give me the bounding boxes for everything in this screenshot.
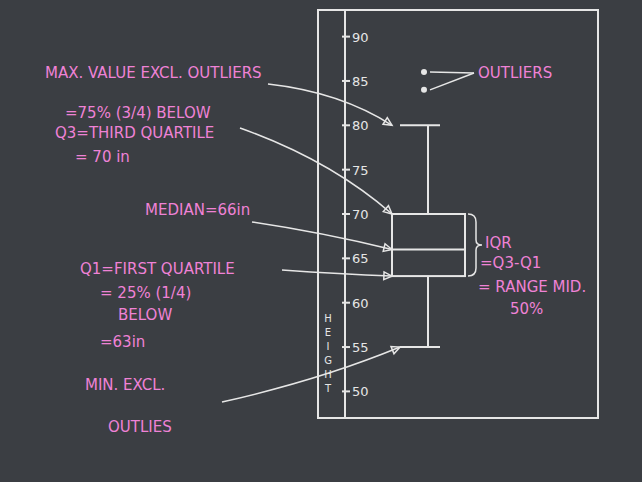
y-axis-label-letter: T: [324, 383, 332, 394]
y-tick: [342, 346, 350, 348]
annotation-arrow: [240, 128, 392, 214]
y-tick-label: 65: [352, 251, 369, 266]
y-tick-label: 75: [352, 163, 369, 178]
annotation-arrow: [252, 222, 392, 249]
y-tick-label: 90: [352, 30, 369, 45]
box: [392, 214, 465, 276]
y-tick: [342, 124, 350, 126]
outlier: [421, 87, 427, 93]
annotation-text: OUTLIERS: [478, 64, 552, 82]
lower-whisker: [427, 276, 429, 347]
annotation-arrow: [222, 347, 400, 402]
y-tick: [342, 390, 350, 392]
lower-cap: [400, 346, 440, 348]
upper-cap: [400, 124, 440, 126]
y-axis-label: HEIGHT: [324, 313, 332, 394]
annotation-arrow: [430, 73, 474, 90]
annotation-arrow: [282, 270, 392, 276]
y-axis-label-letter: G: [324, 355, 332, 366]
y-tick-label: 70: [352, 207, 369, 222]
annotation-text: IQR: [485, 234, 512, 252]
annotation-text: MAX. VALUE EXCL. OUTLIERS: [45, 64, 262, 82]
y-tick: [342, 257, 350, 259]
annotation-arrow: [430, 71, 474, 73]
y-axis-label-letter: I: [327, 341, 330, 352]
annotation-text: = 70 in: [75, 148, 130, 166]
box-plot: [392, 69, 465, 347]
y-tick: [342, 80, 350, 82]
upper-whisker: [427, 125, 429, 214]
y-tick-label: 60: [352, 296, 369, 311]
annotation-text: =Q3-Q1: [480, 254, 541, 272]
annotation-text: =63in: [100, 333, 145, 351]
arrow-head: [383, 206, 392, 214]
y-tick: [342, 36, 350, 38]
annotation-text: = 25% (1/4): [100, 284, 191, 302]
y-tick-label: 80: [352, 118, 369, 133]
arrow-head: [383, 118, 392, 126]
annotation-text: Q1=FIRST QUARTILE: [80, 260, 235, 278]
annotation-text: =75% (3/4) BELOW: [65, 104, 211, 122]
annotation-text: = RANGE MID.: [478, 278, 586, 296]
annotation-text: 50%: [510, 300, 543, 318]
annotation-text: MIN. EXCL.: [85, 376, 165, 394]
y-axis-label-letter: H: [324, 313, 332, 324]
annotation-arrow: [268, 84, 392, 125]
annotation-text: BELOW: [118, 306, 172, 324]
iqr-brace: [468, 214, 482, 276]
y-tick: [342, 169, 350, 171]
annotation-text: Q3=THIRD QUARTILE: [55, 124, 214, 142]
outlier: [421, 69, 427, 75]
y-tick-label: 55: [352, 340, 369, 355]
y-tick: [342, 213, 350, 215]
annotation-text: MEDIAN=66in: [145, 201, 250, 219]
y-tick: [342, 302, 350, 304]
background: [0, 0, 642, 482]
median-line: [392, 248, 465, 250]
arrow-head: [383, 244, 392, 252]
y-axis-label-letter: E: [325, 327, 331, 338]
annotation-text: OUTLIES: [108, 418, 172, 436]
arrow-head: [391, 347, 400, 354]
chart: 505560657075808590HEIGHTMAX. VALUE EXCL.…: [0, 0, 642, 482]
y-tick-label: 85: [352, 74, 369, 89]
y-tick-label: 50: [352, 384, 369, 399]
frame: [318, 10, 598, 418]
arrow-head: [384, 272, 392, 280]
